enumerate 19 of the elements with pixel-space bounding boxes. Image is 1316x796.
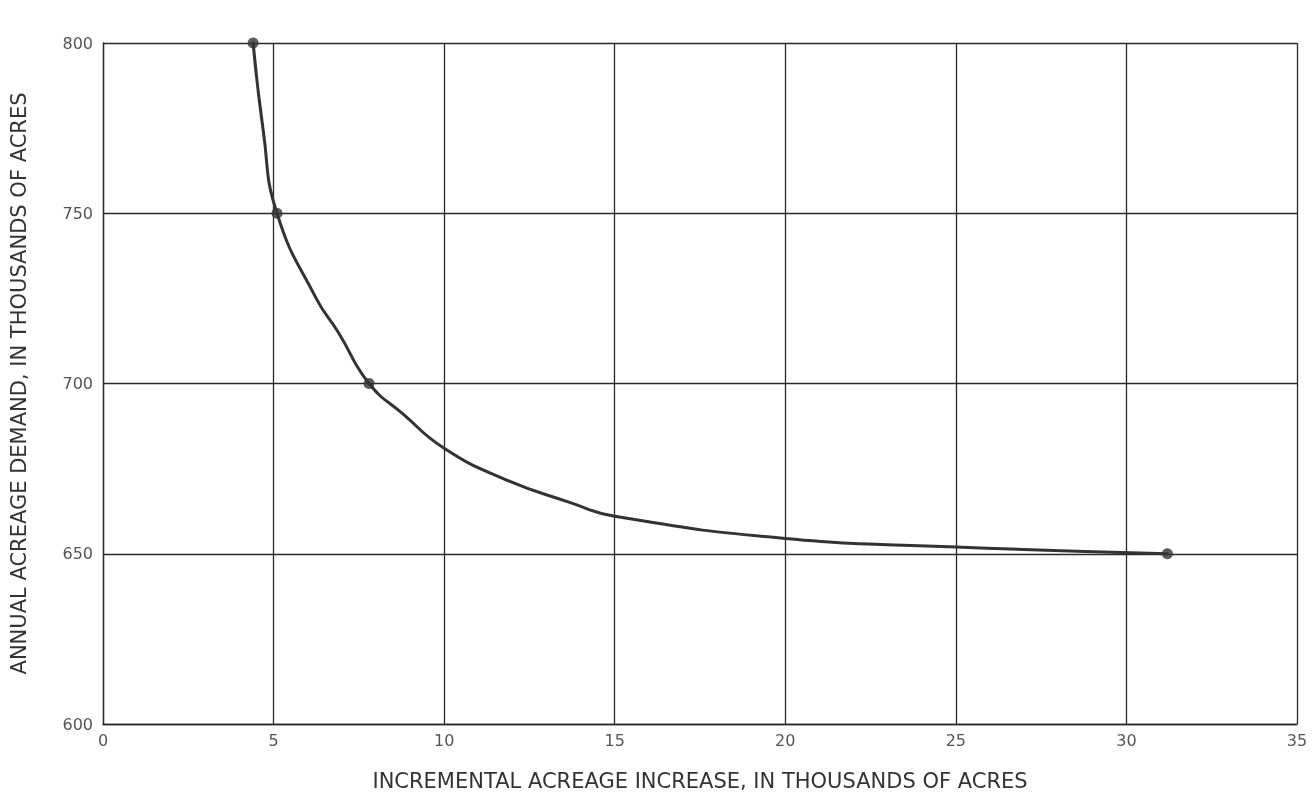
point bbox=[271, 207, 283, 219]
y-tick-label: 750 bbox=[62, 203, 93, 223]
y-tick-label: 600 bbox=[62, 714, 93, 734]
x-tick-label: 0 bbox=[97, 730, 109, 750]
x-tick-label: 5 bbox=[268, 730, 279, 750]
x-axis-title: INCREMENTAL ACREAGE INCREASE, IN THOUSANDS OF ACRES bbox=[372, 768, 1028, 793]
point bbox=[247, 37, 259, 49]
x-tick-label: 30 bbox=[1116, 730, 1137, 750]
y-tick-label: 800 bbox=[62, 33, 93, 53]
x-tick-label: 25 bbox=[945, 730, 967, 750]
y-tick-label: 700 bbox=[62, 374, 93, 393]
x-tick-label: 15 bbox=[604, 730, 625, 750]
x-tick-label: 10 bbox=[433, 730, 455, 750]
y-axis-title: ANNUAL ACREAGE DEMAND, IN THOUSANDS OF ACRES bbox=[6, 92, 31, 675]
x-tick-label: 35 bbox=[1286, 730, 1308, 750]
point bbox=[363, 378, 375, 389]
x-tick-label: 20 bbox=[775, 730, 796, 750]
y-tick-label: 650 bbox=[62, 544, 93, 564]
point bbox=[1161, 548, 1173, 560]
